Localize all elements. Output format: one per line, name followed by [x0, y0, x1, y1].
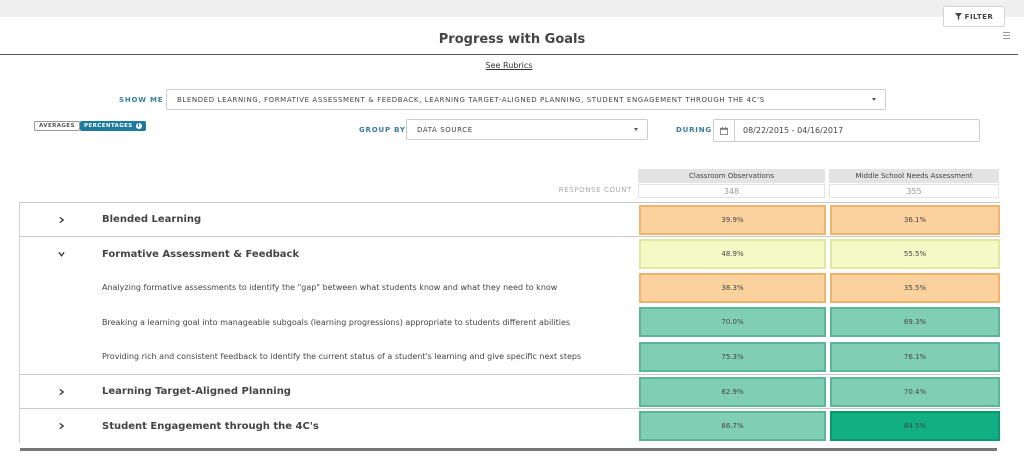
title-divider: [0, 54, 1018, 55]
value-cell: 66.7%: [639, 411, 826, 442]
value-cell: 70.4%: [830, 376, 1000, 407]
value-cell: 84.5%: [830, 411, 1000, 442]
row-label: Analyzing formative assessments to ident…: [102, 283, 558, 293]
response-count-needs-assessment: 355: [829, 184, 999, 198]
row-label: Learning Target-Aligned Planning: [102, 386, 291, 398]
table-row[interactable]: Student Engagement through the 4C's 66.7…: [20, 408, 1000, 442]
response-count-classroom: 348: [638, 184, 825, 198]
filter-button-label: FILTER: [964, 12, 994, 21]
table-row: Breaking a learning goal into manageable…: [20, 305, 1000, 339]
value-cell: 75.3%: [639, 341, 826, 372]
averages-toggle[interactable]: AVERAGES: [34, 121, 80, 131]
group-by-label: GROUP BY: [359, 126, 406, 134]
caret-down-icon: [872, 98, 876, 101]
value-cell: 76.1%: [830, 341, 1000, 372]
hamburger-icon[interactable]: [1003, 32, 1010, 39]
row-label: Providing rich and consistent feedback t…: [102, 352, 582, 362]
during-label: DURING: [676, 126, 712, 134]
table-row[interactable]: Learning Target-Aligned Planning 62.9% 7…: [20, 373, 1000, 408]
row-label: Student Engagement through the 4C's: [102, 420, 319, 432]
response-count-label: RESPONSE COUNT: [558, 186, 632, 194]
calendar-icon[interactable]: [714, 120, 735, 141]
row-label: Formative Assessment & Feedback: [102, 248, 300, 260]
funnel-icon: [954, 13, 962, 20]
value-cell: 48.9%: [639, 239, 826, 270]
row-label: Blended Learning: [102, 214, 202, 226]
show-me-value: BLENDED LEARNING, FORMATIVE ASSESSMENT &…: [177, 95, 765, 104]
filter-button[interactable]: FILTER: [943, 6, 1005, 27]
goals-table: Blended Learning 39.9% 36.1% Formative A…: [19, 202, 1000, 443]
group-by-select[interactable]: DATA SOURCE: [406, 119, 648, 140]
show-me-label: SHOW ME: [119, 96, 164, 104]
page-title: Progress with Goals: [438, 32, 586, 47]
table-row[interactable]: Formative Assessment & Feedback 48.9% 55…: [20, 236, 1000, 270]
value-cell: 69.3%: [830, 307, 1000, 338]
value-cell: 35.5%: [830, 272, 1000, 303]
chevron-down-icon[interactable]: [58, 250, 65, 258]
table-row: Providing rich and consistent feedback t…: [20, 340, 1000, 374]
value-cell: 70.0%: [639, 307, 826, 338]
value-cell: 38.3%: [639, 272, 826, 303]
percentages-toggle[interactable]: PERCENTAGES i: [80, 121, 146, 131]
chevron-right-icon[interactable]: [58, 388, 65, 396]
horizontal-scrollbar[interactable]: [20, 448, 997, 451]
top-bar: [0, 0, 1024, 17]
row-label: Breaking a learning goal into manageable…: [102, 317, 571, 327]
table-row[interactable]: Blended Learning 39.9% 36.1%: [20, 202, 1000, 236]
averages-label: AVERAGES: [39, 123, 75, 129]
value-cell: 36.1%: [830, 205, 1000, 235]
date-range-value: 08/22/2015 - 04/16/2017: [743, 126, 844, 135]
value-cell: 62.9%: [639, 376, 826, 407]
date-range-picker[interactable]: 08/22/2015 - 04/16/2017: [713, 119, 980, 142]
column-header-classroom-observations[interactable]: Classroom Observations: [638, 169, 825, 183]
see-rubrics-link[interactable]: See Rubrics: [485, 61, 533, 70]
percentages-label: PERCENTAGES: [84, 123, 133, 129]
value-cell: 39.9%: [639, 205, 826, 235]
table-row: Analyzing formative assessments to ident…: [20, 271, 1000, 305]
group-by-value: DATA SOURCE: [417, 125, 473, 134]
column-header-middle-school-needs-assessment[interactable]: Middle School Needs Assessment: [829, 169, 999, 183]
caret-down-icon: [634, 128, 638, 131]
chevron-right-icon[interactable]: [58, 216, 65, 224]
show-me-select[interactable]: BLENDED LEARNING, FORMATIVE ASSESSMENT &…: [166, 89, 886, 110]
value-cell: 55.5%: [830, 239, 1000, 270]
chevron-right-icon[interactable]: [58, 422, 65, 430]
info-icon[interactable]: i: [135, 123, 142, 129]
